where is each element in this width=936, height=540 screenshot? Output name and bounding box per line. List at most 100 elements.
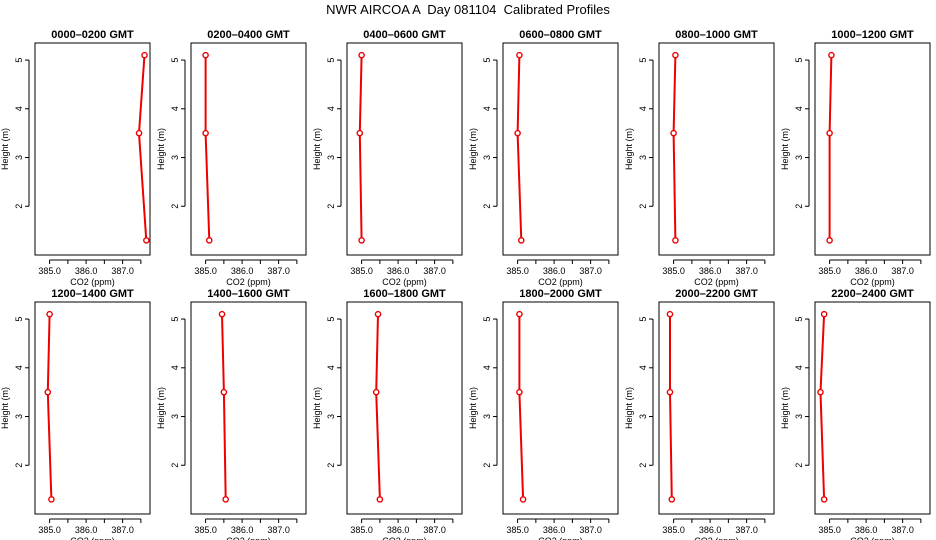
x-tick-label: 387.0	[891, 525, 914, 535]
panel-title: 0400–0600 GMT	[363, 29, 446, 41]
y-tick-label: 5	[638, 58, 648, 63]
plot-frame	[34, 42, 151, 256]
y-tick-label: 4	[326, 365, 336, 370]
x-tick-label: 385.0	[194, 266, 217, 276]
x-tick-label: 386.0	[855, 266, 878, 276]
y-tick-label: 5	[14, 58, 24, 63]
data-point	[376, 496, 384, 503]
y-tick-label: 5	[794, 317, 804, 322]
data-point	[817, 388, 824, 396]
profile-line	[375, 314, 381, 500]
x-tick-label: 387.0	[423, 266, 446, 276]
panel-title: 1200–1400 GMT	[51, 288, 134, 300]
data-point	[356, 129, 364, 137]
x-tick-label: 387.0	[423, 525, 446, 535]
plot-frame	[346, 301, 463, 515]
data-point	[826, 237, 833, 244]
x-tick-label: 387.0	[735, 266, 758, 276]
profile-line	[358, 55, 363, 241]
x-tick-label: 385.0	[350, 525, 373, 535]
x-tick-label: 387.0	[579, 525, 602, 535]
y-tick-label: 2	[170, 463, 180, 468]
x-tick-label: 385.0	[662, 266, 685, 276]
y-tick-label: 2	[326, 204, 336, 209]
x-tick-label: 387.0	[111, 266, 134, 276]
y-axis-label: Height (m)	[624, 387, 634, 429]
figure-title: NWR AIRCOA A Day 081104 Calibrated Profi…	[326, 2, 610, 17]
x-axis-label: CO2 (ppm)	[850, 277, 895, 287]
x-axis-label: CO2 (ppm)	[226, 536, 271, 540]
x-tick-label: 387.0	[735, 525, 758, 535]
data-point	[672, 237, 679, 244]
y-tick-label: 2	[794, 463, 804, 468]
plot-frame	[814, 42, 931, 256]
data-point	[672, 51, 679, 59]
y-axis-label: Height (m)	[0, 128, 10, 170]
y-axis-label: Height (m)	[468, 128, 478, 170]
y-tick-label: 3	[14, 155, 24, 160]
y-tick-label: 3	[794, 414, 804, 419]
x-tick-label: 386.0	[699, 525, 722, 535]
y-tick-label: 3	[326, 155, 336, 160]
y-tick-label: 5	[170, 58, 180, 63]
x-tick-label: 386.0	[855, 525, 878, 535]
y-axis-label: Height (m)	[624, 128, 634, 170]
x-axis-label: CO2 (ppm)	[850, 536, 895, 540]
y-tick-label: 3	[794, 155, 804, 160]
y-axis-label: Height (m)	[156, 128, 166, 170]
y-tick-label: 5	[326, 58, 336, 63]
x-tick-label: 386.0	[387, 266, 410, 276]
y-tick-label: 3	[326, 414, 336, 419]
plot-frame	[190, 42, 307, 256]
x-axis-label: CO2 (ppm)	[70, 277, 115, 287]
plot-frame	[502, 301, 619, 515]
data-point	[358, 237, 365, 244]
y-axis-label: Height (m)	[468, 387, 478, 429]
x-tick-label: 385.0	[818, 525, 841, 535]
x-tick-label: 387.0	[267, 266, 290, 276]
x-tick-label: 387.0	[111, 525, 134, 535]
x-tick-label: 385.0	[350, 266, 373, 276]
data-point	[828, 51, 835, 59]
data-point	[826, 129, 833, 137]
plot-frame	[34, 301, 151, 515]
panel-title: 1000–1200 GMT	[831, 29, 914, 41]
data-point	[820, 496, 828, 503]
y-tick-label: 3	[170, 155, 180, 160]
profile-line	[516, 55, 523, 241]
x-tick-label: 385.0	[662, 525, 685, 535]
y-tick-label: 5	[326, 317, 336, 322]
panel-title: 0000–0200 GMT	[51, 29, 134, 41]
y-tick-label: 4	[170, 106, 180, 111]
x-axis-label: CO2 (ppm)	[538, 536, 583, 540]
data-point	[48, 496, 55, 503]
y-tick-label: 5	[482, 317, 492, 322]
profile-line	[828, 55, 833, 241]
y-tick-label: 4	[638, 106, 648, 111]
y-tick-label: 4	[638, 365, 648, 370]
data-point	[374, 310, 382, 318]
x-tick-label: 386.0	[543, 266, 566, 276]
profile-line	[137, 55, 148, 241]
data-point	[670, 129, 677, 137]
data-point	[666, 310, 674, 318]
y-tick-label: 4	[170, 365, 180, 370]
x-tick-label: 385.0	[818, 266, 841, 276]
data-point	[205, 237, 213, 244]
y-tick-label: 3	[14, 414, 24, 419]
data-point	[358, 51, 365, 59]
y-tick-label: 5	[14, 317, 24, 322]
x-tick-label: 387.0	[579, 266, 602, 276]
x-axis-label: CO2 (ppm)	[226, 277, 271, 287]
profile-line	[819, 314, 826, 500]
y-tick-label: 3	[170, 414, 180, 419]
data-point	[143, 237, 150, 244]
y-axis-label: Height (m)	[156, 387, 166, 429]
x-tick-label: 386.0	[231, 266, 254, 276]
data-point	[514, 129, 521, 137]
panel-title: 1600–1800 GMT	[363, 288, 446, 300]
y-tick-label: 2	[14, 204, 24, 209]
data-point	[202, 51, 209, 59]
x-tick-label: 386.0	[387, 525, 410, 535]
